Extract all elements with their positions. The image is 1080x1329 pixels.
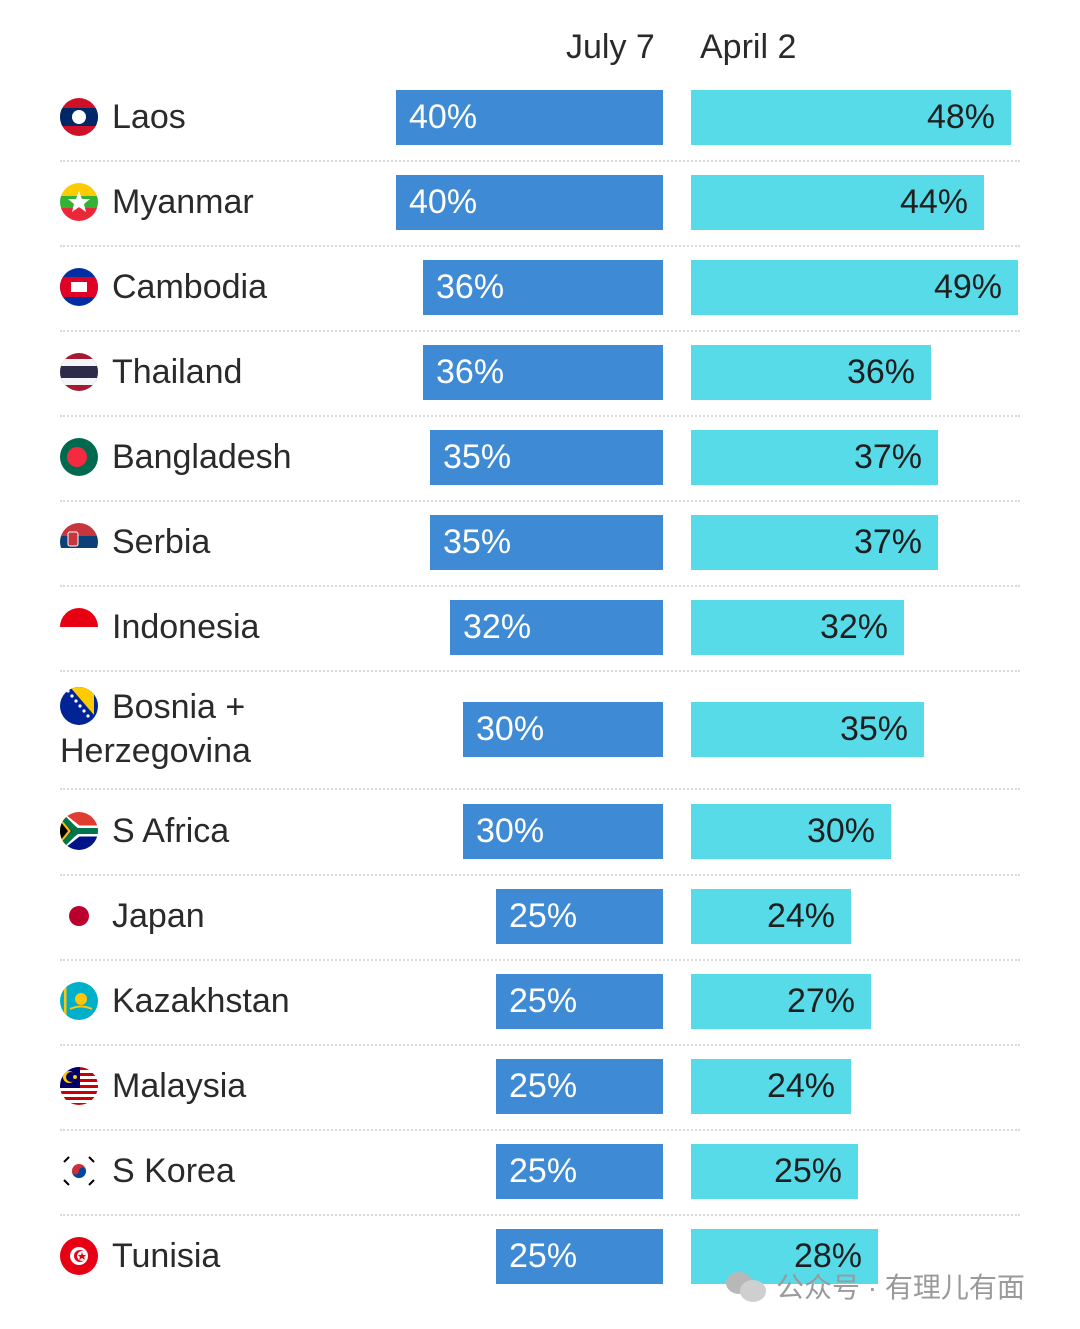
bar-july-7: 36% bbox=[423, 260, 663, 315]
laos-flag-icon bbox=[60, 98, 98, 136]
row-divider bbox=[60, 245, 1020, 247]
bar-april-2: 36% bbox=[691, 345, 931, 400]
bar-july-7: 25% bbox=[496, 1059, 663, 1114]
country-label: Laos bbox=[112, 98, 186, 136]
country-label: Serbia bbox=[112, 523, 211, 561]
bar-july-7: 35% bbox=[430, 430, 663, 485]
bar-july-7: 25% bbox=[496, 1229, 663, 1284]
row-divider bbox=[60, 1214, 1020, 1216]
row-divider bbox=[60, 1129, 1020, 1131]
bar-july-7: 35% bbox=[430, 515, 663, 570]
bar-july-7: 30% bbox=[463, 804, 663, 859]
serbia-flag-icon bbox=[60, 523, 98, 561]
bar-april-2: 30% bbox=[691, 804, 891, 859]
row-divider bbox=[60, 585, 1020, 587]
country-label: S Africa bbox=[112, 812, 230, 850]
bar-april-2: 24% bbox=[691, 889, 851, 944]
bar-april-2: 35% bbox=[691, 702, 924, 757]
country-label: Cambodia bbox=[112, 268, 267, 306]
bar-july-7: 40% bbox=[396, 175, 663, 230]
row-divider bbox=[60, 330, 1020, 332]
bar-july-7: 25% bbox=[496, 1144, 663, 1199]
bar-july-7: 36% bbox=[423, 345, 663, 400]
kazakhstan-flag-icon bbox=[60, 982, 98, 1020]
bar-april-2: 28% bbox=[691, 1229, 878, 1284]
indonesia-flag-icon bbox=[60, 608, 98, 646]
bar-july-7: 40% bbox=[396, 90, 663, 145]
south-africa-flag-icon bbox=[60, 812, 98, 850]
south-korea-flag-icon bbox=[60, 1152, 98, 1190]
myanmar-flag-icon bbox=[60, 183, 98, 221]
bar-april-2: 37% bbox=[691, 515, 938, 570]
country-label: Indonesia bbox=[112, 608, 260, 646]
bar-april-2: 25% bbox=[691, 1144, 858, 1199]
bar-july-7: 25% bbox=[496, 974, 663, 1029]
bar-april-2: 44% bbox=[691, 175, 984, 230]
bar-july-7: 30% bbox=[463, 702, 663, 757]
thailand-flag-icon bbox=[60, 353, 98, 391]
tunisia-flag-icon bbox=[60, 1237, 98, 1275]
bar-april-2: 37% bbox=[691, 430, 938, 485]
bangladesh-flag-icon bbox=[60, 438, 98, 476]
country-label: S Korea bbox=[112, 1152, 235, 1190]
watermark-text: 公众号 · 有理儿有面 bbox=[776, 1272, 1025, 1303]
bar-april-2: 48% bbox=[691, 90, 1011, 145]
bar-april-2: 24% bbox=[691, 1059, 851, 1114]
country-label: Tunisia bbox=[112, 1237, 221, 1275]
country-label: Bangladesh bbox=[112, 438, 292, 476]
row-divider bbox=[60, 874, 1020, 876]
country-label: Kazakhstan bbox=[112, 982, 290, 1020]
country-label: Thailand bbox=[112, 353, 243, 391]
april-column-header: April 2 bbox=[700, 28, 797, 66]
country-label: Malaysia bbox=[112, 1067, 247, 1105]
country-label: Bosnia + Herzegovina bbox=[60, 688, 251, 770]
country-label: Myanmar bbox=[112, 183, 254, 221]
japan-flag-icon bbox=[60, 897, 98, 935]
bar-april-2: 27% bbox=[691, 974, 871, 1029]
watermark: 公众号 · 有理儿有面 bbox=[726, 1266, 1025, 1306]
bar-april-2: 49% bbox=[691, 260, 1018, 315]
july-column-header: July 7 bbox=[566, 28, 655, 66]
malaysia-flag-icon bbox=[60, 1067, 98, 1105]
row-divider bbox=[60, 959, 1020, 961]
bar-july-7: 25% bbox=[496, 889, 663, 944]
row-divider bbox=[60, 160, 1020, 162]
bosnia-flag-icon bbox=[60, 687, 98, 725]
cambodia-flag-icon bbox=[60, 268, 98, 306]
row-divider bbox=[60, 500, 1020, 502]
wechat-icon bbox=[726, 1270, 766, 1302]
row-divider bbox=[60, 670, 1020, 672]
bar-july-7: 32% bbox=[450, 600, 663, 655]
row-divider bbox=[60, 1044, 1020, 1046]
row-divider bbox=[60, 415, 1020, 417]
bar-april-2: 32% bbox=[691, 600, 904, 655]
row-divider bbox=[60, 788, 1020, 790]
country-label: Japan bbox=[112, 897, 205, 935]
